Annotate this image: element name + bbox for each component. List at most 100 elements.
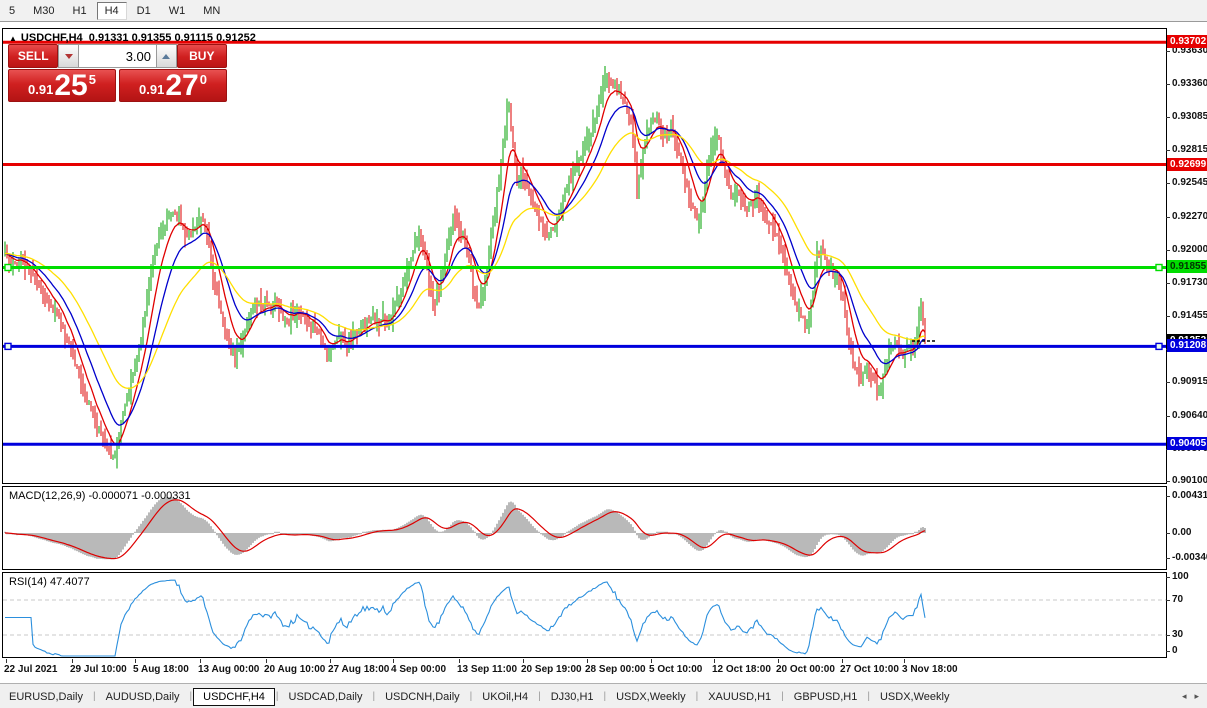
price-tick-label: 0.91730 — [1172, 277, 1207, 288]
chart-tab-eurusd-daily[interactable]: EURUSD,Daily — [9, 691, 83, 703]
macd-histogram — [4, 497, 926, 560]
timeframe-button-w1[interactable]: W1 — [168, 4, 186, 17]
sell-price-prefix: 0.91 — [28, 82, 54, 97]
price-tick-label: 0.92815 — [1172, 144, 1207, 155]
buy-price-prefix: 0.91 — [139, 82, 165, 97]
down-bars — [6, 72, 926, 460]
macd-signal-line — [5, 499, 926, 560]
axis-tick — [1166, 51, 1170, 52]
timeframe-toolbar: 5 M30 H1 H4 D1 W1 MN — [0, 0, 1207, 22]
chart-tab-usdcnh-daily[interactable]: USDCNH,Daily — [385, 691, 460, 703]
price-tag-0.91855: 0.91855 — [1167, 260, 1207, 273]
volume-increase-button[interactable] — [156, 44, 177, 68]
time-label: 28 Sep 00:00 — [585, 664, 646, 675]
axis-tick — [1166, 496, 1170, 497]
time-label: 20 Sep 19:00 — [521, 664, 582, 675]
tab-scroll-right-icon[interactable]: ▸ — [1194, 691, 1199, 701]
chart-tab-ukoil-h4[interactable]: UKOil,H4 — [482, 691, 529, 703]
ma-medium — [4, 105, 926, 426]
collapse-icon[interactable]: ▲ — [9, 34, 17, 43]
timeframe-button-m30[interactable]: M30 — [33, 4, 55, 17]
time-label: 3 Nov 18:00 — [902, 664, 958, 675]
price-tick-label: 0.90640 — [1172, 410, 1207, 421]
time-tick — [904, 659, 905, 663]
time-axis: 22 Jul 2021 29 Jul 10:00 5 Aug 18:00 13 Aug… — [2, 659, 1207, 682]
time-tick — [778, 659, 779, 663]
timeframe-button-mn[interactable]: MN — [203, 4, 221, 17]
timeframe-button-h1[interactable]: H1 — [72, 4, 87, 17]
axis-tick — [1166, 183, 1170, 184]
time-label: 4 Sep 00:00 — [391, 664, 447, 675]
time-tick — [587, 659, 588, 663]
macd-axis-label: -0.00340 — [1172, 552, 1207, 563]
tab-separator: | — [372, 691, 376, 702]
up-bars — [4, 66, 922, 469]
chart-tab-usdchf-h4[interactable]: USDCHF,H4 — [193, 688, 275, 706]
chart-tab-gbpusd-h1[interactable]: GBPUSD,H1 — [793, 691, 858, 703]
macd-pane: MACD(12,26,9) -0.000071 -0.000331 — [2, 486, 1167, 570]
axis-tick — [1166, 117, 1170, 118]
tab-separator: | — [538, 691, 541, 702]
timeframe-button-d1[interactable]: D1 — [136, 4, 151, 17]
axis-tick — [1166, 416, 1170, 417]
volume-decrease-button[interactable] — [58, 44, 79, 68]
price-tag-0.91208: 0.91208 — [1167, 339, 1207, 352]
timeframe-button-5[interactable]: 5 — [9, 4, 16, 17]
price-axis: 0.93630 0.93360 0.93085 0.92815 0.92545 0.922… — [1166, 28, 1207, 658]
axis-tick — [1166, 651, 1170, 652]
time-tick — [842, 659, 843, 663]
chart-header: ▲ USDCHF,H4 0.91331 0.91355 0.91115 0.912… — [9, 32, 256, 44]
axis-tick — [1166, 250, 1170, 251]
price-tick-label: 0.92270 — [1172, 211, 1207, 222]
time-label: 20 Oct 00:00 — [776, 664, 835, 675]
sell-price-button[interactable]: 0.91 25 5 — [8, 69, 116, 102]
buy-price-big: 27 — [165, 69, 199, 102]
chart-tab-usdx-weekly[interactable]: USDX,Weekly — [616, 691, 686, 703]
time-label: 27 Oct 10:00 — [840, 664, 899, 675]
axis-tick — [1166, 635, 1170, 636]
hline-anchor[interactable] — [4, 342, 12, 351]
axis-tick — [1166, 316, 1170, 317]
price-tick-label: 0.92000 — [1172, 244, 1207, 255]
chart-tab-audusd-daily[interactable]: AUDUSD,Daily — [105, 691, 180, 703]
price-tick-label: 0.93360 — [1172, 78, 1207, 89]
axis-tick — [1166, 382, 1170, 383]
time-tick — [714, 659, 715, 663]
tab-scroll-left-icon[interactable]: ◂ — [1181, 691, 1187, 701]
chart-tab-usdcad-daily[interactable]: USDCAD,Daily — [288, 691, 363, 703]
axis-tick — [1166, 283, 1170, 284]
sell-button[interactable]: SELL — [8, 44, 59, 68]
timeframe-button-h4[interactable]: H4 — [96, 1, 127, 20]
buy-price-button[interactable]: 0.91 27 0 — [119, 69, 227, 102]
buy-price-sup: 0 — [199, 72, 207, 87]
price-tag-0.92699: 0.92699 — [1167, 158, 1207, 171]
time-tick — [266, 659, 267, 663]
ma-fast — [4, 90, 926, 446]
rsi-axis-label: 100 — [1172, 571, 1189, 582]
hline-anchor[interactable] — [4, 263, 12, 272]
axis-tick — [1166, 150, 1170, 151]
price-tick-label: 0.90915 — [1172, 376, 1207, 387]
hline-anchor[interactable] — [1155, 342, 1163, 351]
time-tick — [200, 659, 201, 663]
chart-tab-dj30-h1[interactable]: DJ30,H1 — [550, 691, 594, 703]
volume-input[interactable] — [79, 44, 156, 68]
time-tick — [72, 659, 73, 663]
sell-price-big: 25 — [54, 69, 88, 102]
ohlc-open: 0.91331 — [88, 32, 129, 44]
chart-tab-xauusd-h1[interactable]: XAUUSD,H1 — [708, 691, 772, 703]
axis-tick — [1166, 533, 1170, 534]
time-tick — [523, 659, 524, 663]
time-tick — [651, 659, 652, 663]
tab-separator: | — [469, 691, 473, 702]
chart-tab-usdx-weekly[interactable]: USDX,Weekly — [879, 691, 950, 703]
ohlc-close: 0.91252 — [216, 32, 256, 44]
main-chart-pane: ▲ USDCHF,H4 0.91331 0.91355 0.91115 0.912… — [2, 28, 1167, 484]
time-label: 13 Aug 00:00 — [198, 664, 260, 675]
time-tick — [459, 659, 460, 663]
rsi-line — [5, 579, 926, 657]
tab-separator: | — [275, 691, 279, 702]
hline-anchor[interactable] — [1155, 263, 1163, 272]
buy-button[interactable]: BUY — [176, 44, 227, 68]
